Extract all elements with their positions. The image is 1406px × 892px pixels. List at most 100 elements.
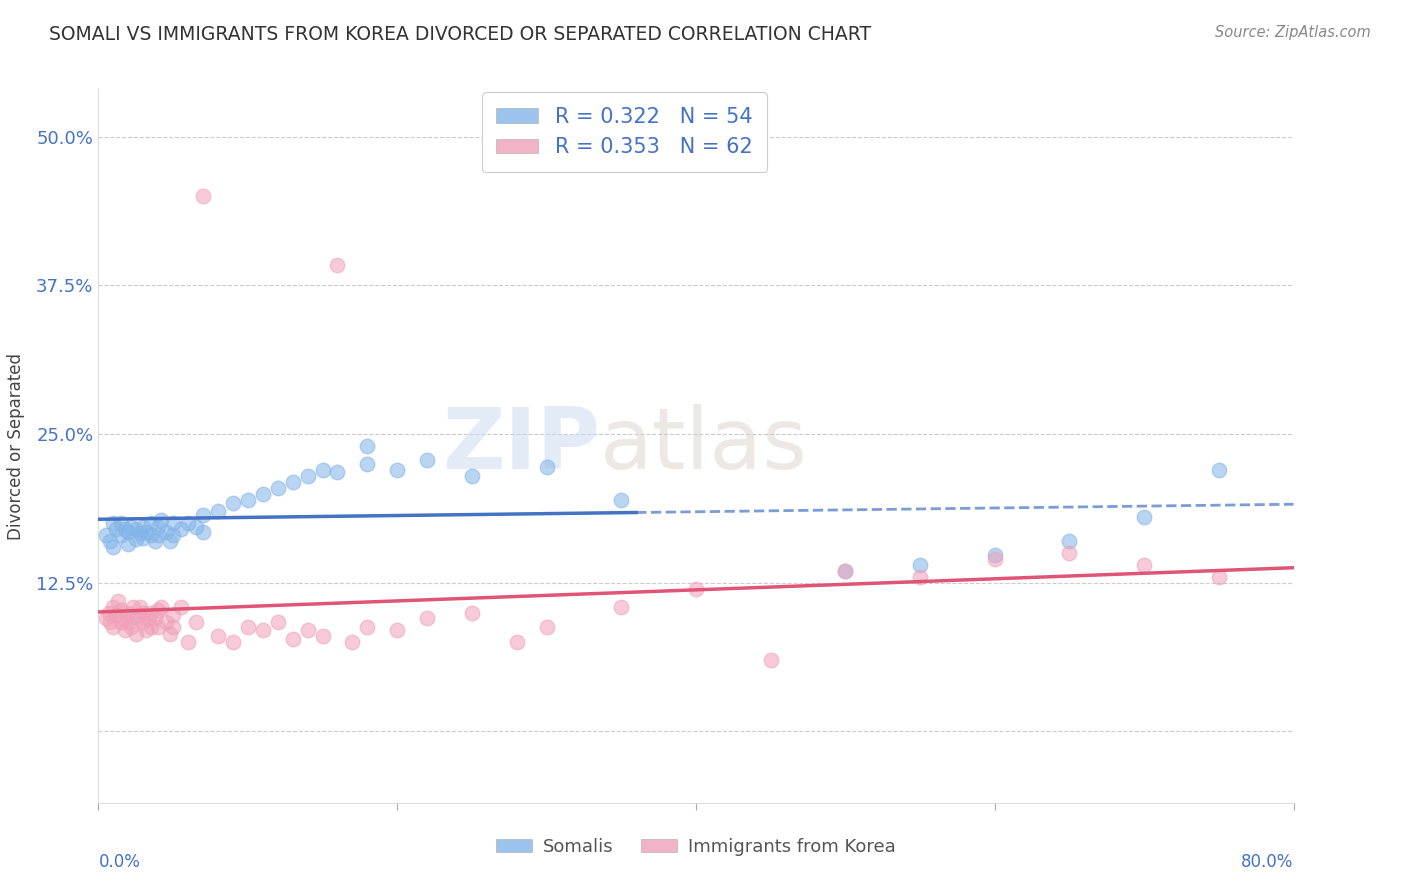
Point xyxy=(297,468,319,483)
Point xyxy=(136,611,159,625)
Point xyxy=(117,606,139,620)
Point xyxy=(385,463,409,477)
Point xyxy=(94,611,117,625)
Legend: Somalis, Immigrants from Korea: Somalis, Immigrants from Korea xyxy=(488,829,904,865)
Point xyxy=(416,611,439,625)
Point xyxy=(117,524,139,539)
Point xyxy=(326,258,349,272)
Point xyxy=(110,603,132,617)
Point xyxy=(135,624,157,638)
Point xyxy=(281,632,304,646)
Point xyxy=(143,534,166,549)
Point xyxy=(114,624,136,638)
Y-axis label: Divorced or Separated: Divorced or Separated xyxy=(7,352,25,540)
Point xyxy=(107,593,129,607)
Point xyxy=(162,528,184,542)
Point xyxy=(385,624,409,638)
Point xyxy=(120,520,142,534)
Point xyxy=(125,611,148,625)
Point xyxy=(162,516,184,531)
Point xyxy=(222,496,245,510)
Point xyxy=(125,522,148,536)
Point xyxy=(110,516,132,531)
Point xyxy=(610,599,633,614)
Point xyxy=(297,624,319,638)
Point xyxy=(536,460,558,475)
Point xyxy=(121,599,143,614)
Point xyxy=(132,615,155,629)
Point xyxy=(184,615,207,629)
Point xyxy=(222,635,245,649)
Point xyxy=(461,468,484,483)
Point xyxy=(139,528,162,542)
Point xyxy=(908,558,931,572)
Text: ZIP: ZIP xyxy=(443,404,600,488)
Point xyxy=(148,620,170,634)
Point xyxy=(110,528,132,542)
Point xyxy=(416,453,439,467)
Point xyxy=(150,599,173,614)
Point xyxy=(148,528,170,542)
Point xyxy=(162,620,184,634)
Point xyxy=(117,536,139,550)
Point xyxy=(834,564,856,578)
Point xyxy=(184,520,207,534)
Point xyxy=(1133,558,1156,572)
Point xyxy=(326,465,349,479)
Point xyxy=(105,522,128,536)
Point xyxy=(461,606,484,620)
Point xyxy=(129,599,152,614)
Point xyxy=(311,463,333,477)
Point xyxy=(98,534,122,549)
Point xyxy=(110,615,132,629)
Point xyxy=(139,620,162,634)
Point xyxy=(342,635,364,649)
Point xyxy=(155,615,177,629)
Point xyxy=(177,635,200,649)
Point xyxy=(984,549,1007,563)
Point xyxy=(356,457,378,471)
Point xyxy=(103,516,125,531)
Point xyxy=(1133,510,1156,524)
Point xyxy=(169,522,191,536)
Point xyxy=(143,611,166,625)
Point xyxy=(207,629,229,643)
Text: SOMALI VS IMMIGRANTS FROM KOREA DIVORCED OR SEPARATED CORRELATION CHART: SOMALI VS IMMIGRANTS FROM KOREA DIVORCED… xyxy=(49,25,872,44)
Point xyxy=(834,564,856,578)
Point xyxy=(685,582,707,596)
Point xyxy=(356,620,378,634)
Point xyxy=(120,620,142,634)
Text: atlas: atlas xyxy=(600,404,808,488)
Point xyxy=(112,611,135,625)
Point xyxy=(132,606,155,620)
Point xyxy=(125,627,148,641)
Point xyxy=(236,492,259,507)
Point xyxy=(536,620,558,634)
Point xyxy=(159,627,181,641)
Point xyxy=(139,516,162,531)
Point xyxy=(1208,463,1230,477)
Point xyxy=(97,606,120,620)
Point xyxy=(169,599,191,614)
Point xyxy=(117,615,139,629)
Point xyxy=(177,516,200,531)
Point xyxy=(125,532,148,546)
Point xyxy=(356,439,378,453)
Point xyxy=(267,615,290,629)
Point xyxy=(759,653,782,667)
Point xyxy=(1059,546,1081,560)
Point xyxy=(1059,534,1081,549)
Point xyxy=(252,486,274,500)
Point xyxy=(148,603,170,617)
Point xyxy=(103,599,125,614)
Text: 0.0%: 0.0% xyxy=(98,853,141,871)
Point xyxy=(139,606,162,620)
Point xyxy=(129,525,152,540)
Point xyxy=(135,524,157,539)
Point xyxy=(132,520,155,534)
Point xyxy=(103,620,125,634)
Point xyxy=(191,508,214,522)
Point xyxy=(984,552,1007,566)
Point xyxy=(236,620,259,634)
Point xyxy=(150,513,173,527)
